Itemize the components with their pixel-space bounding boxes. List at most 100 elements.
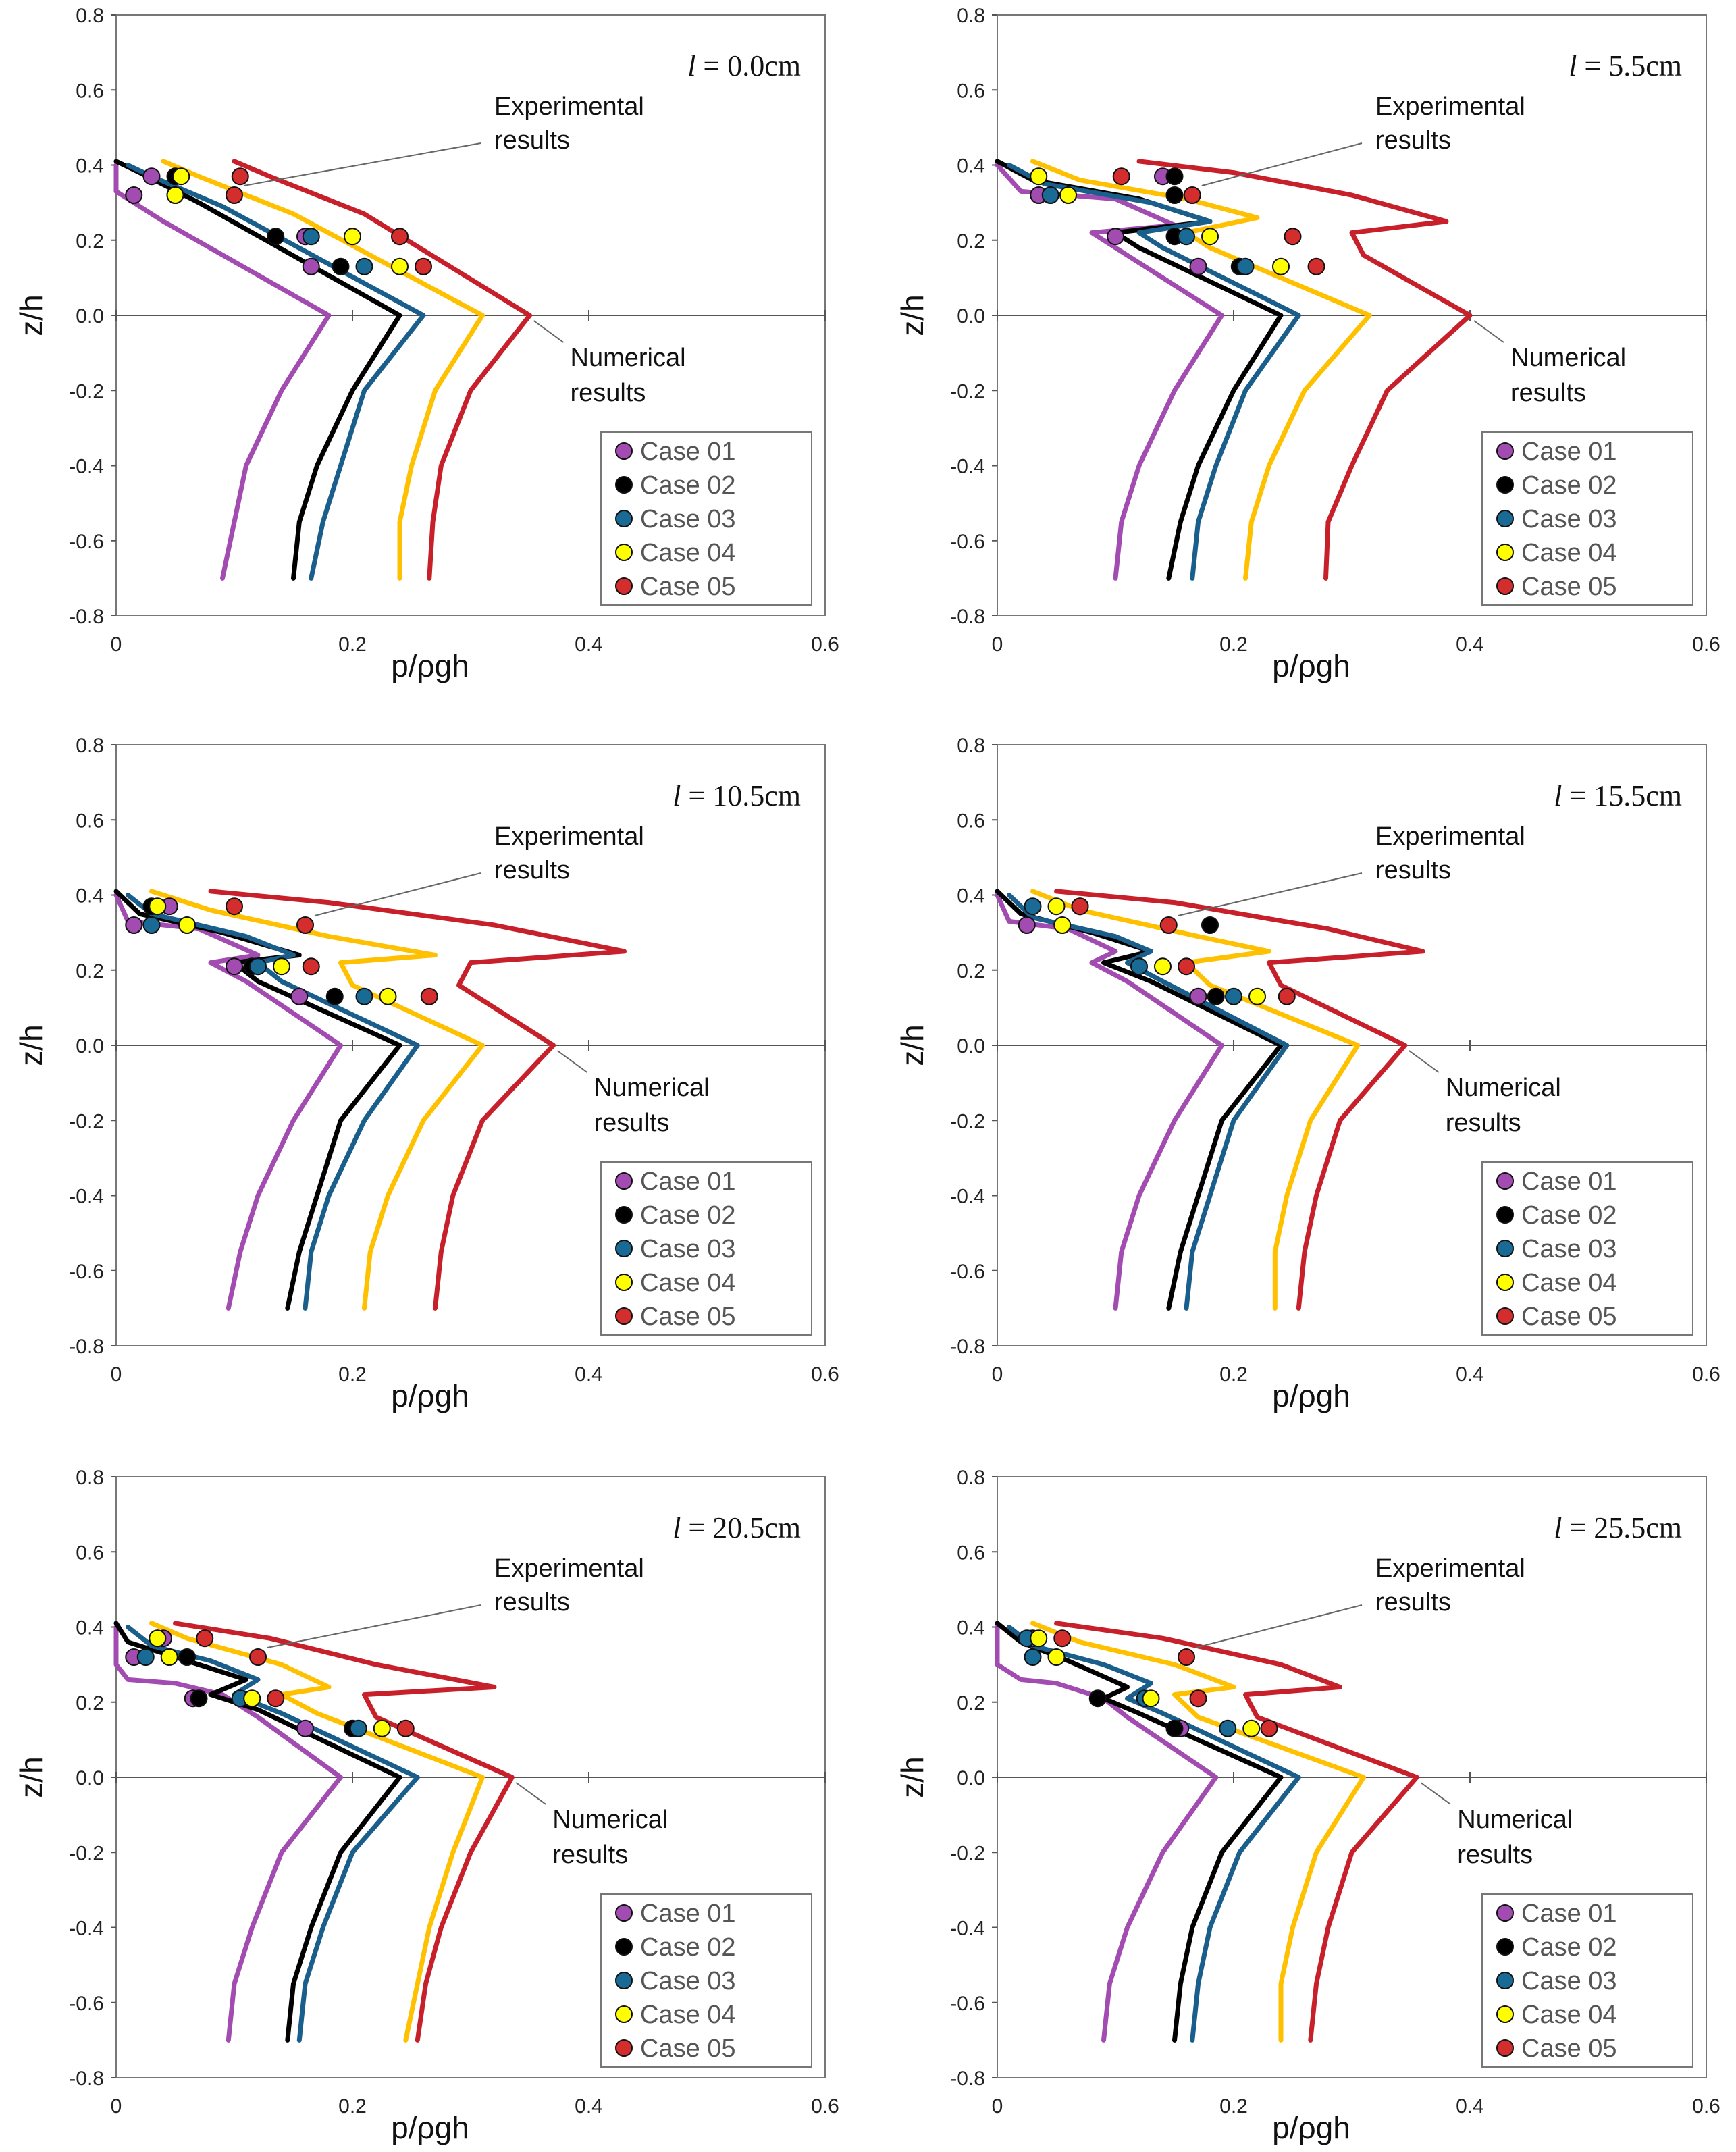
legend-marker-case-04	[1496, 2005, 1514, 2023]
y-tick-label: 0.2	[957, 1692, 985, 1714]
legend-box	[1481, 431, 1693, 606]
legend-marker-case-02	[1496, 476, 1514, 494]
x-tick-label: 0.2	[1219, 633, 1248, 656]
numerical-leader-line	[515, 1782, 546, 1805]
y-tick-label: -0.2	[69, 1110, 104, 1132]
legend-label-case-01: Case 01	[640, 1899, 736, 1928]
y-tick-label: -0.8	[69, 606, 104, 628]
x-tick-label: 0.2	[338, 1363, 367, 1386]
experimental-point-case-05	[396, 1719, 415, 1737]
numerical-line-case-01	[113, 1625, 343, 2043]
experimental-point-case-05	[1053, 1629, 1072, 1648]
numerical-line-case-04	[149, 889, 485, 1311]
x-tick-label: 0.4	[575, 2095, 603, 2118]
x-tick-label: 0.4	[1456, 2095, 1484, 2118]
experimental-point-case-01	[142, 167, 161, 186]
experimental-point-case-05	[267, 1689, 285, 1708]
y-tick-label: -0.4	[69, 1186, 104, 1208]
experimental-point-case-01	[296, 1719, 314, 1737]
y-tick-label: 0.2	[76, 230, 104, 253]
experimental-annotation-line2: results	[1375, 126, 1451, 155]
experimental-point-case-03	[355, 257, 373, 275]
y-tick-label: -0.8	[950, 1336, 985, 1358]
numerical-annotation-line2: results	[1457, 1841, 1533, 1869]
experimental-annotation-line1: Experimental	[1375, 1554, 1525, 1583]
numerical-line-case-05	[1136, 159, 1473, 581]
y-tick-label: -0.6	[69, 1993, 104, 2015]
panel-title-value: = 20.5cm	[681, 1511, 801, 1544]
y-tick-label: -0.2	[69, 380, 104, 402]
y-tick-label: -0.8	[69, 1336, 104, 1358]
legend-marker-case-01	[615, 442, 633, 460]
y-tick-label: 0.2	[76, 960, 104, 982]
numerical-annotation-line1: Numerical	[594, 1074, 710, 1102]
x-tick-label: 0	[992, 633, 1003, 656]
y-axis-label: z/h	[895, 294, 930, 336]
experimental-point-case-04	[379, 987, 397, 1005]
panel-title-value: = 15.5cm	[1562, 779, 1682, 812]
y-tick-label: 0.4	[957, 155, 985, 178]
experimental-point-case-02	[1207, 987, 1225, 1005]
y-tick-label: 0.8	[957, 5, 985, 27]
chart-panel-4: 0 0.2 0.4 0.6 0.8 0.6 0.4 0.2 0.0 -0.2 -0.4 -0.6 -0.…	[895, 735, 1720, 1413]
numerical-line-case-03	[1007, 1625, 1301, 2043]
legend-marker-case-05	[1496, 2039, 1514, 2057]
y-tick-label: 0.0	[957, 305, 985, 327]
legend-marker-case-03	[1496, 510, 1514, 527]
experimental-point-case-03	[302, 228, 320, 246]
experimental-point-case-03	[1236, 257, 1255, 275]
experimental-point-case-05	[1071, 897, 1089, 916]
experimental-point-case-05	[1189, 1689, 1207, 1708]
experimental-point-case-05	[420, 987, 438, 1005]
legend-box	[600, 1161, 812, 1336]
experimental-point-case-05	[249, 1648, 267, 1666]
legend-marker-case-01	[1496, 442, 1514, 460]
experimental-point-case-02	[1088, 1689, 1107, 1708]
y-tick-label: -0.4	[950, 456, 985, 478]
experimental-point-case-03	[355, 987, 373, 1005]
panel-title: l = 20.5cm	[673, 1511, 801, 1544]
y-tick-label: 0.6	[76, 80, 104, 102]
experimental-point-case-01	[1107, 228, 1124, 246]
numerical-line-case-01	[995, 1625, 1219, 2043]
legend-label-case-04: Case 04	[1521, 2001, 1617, 2029]
legend-marker-case-02	[1496, 1206, 1514, 1224]
experimental-point-case-02	[1165, 167, 1184, 186]
y-tick-label: 0.8	[957, 735, 985, 757]
experimental-point-case-04	[149, 897, 167, 916]
experimental-point-case-01	[1189, 987, 1207, 1005]
y-tick-label: 0.6	[76, 810, 104, 832]
experimental-point-case-04	[1142, 1689, 1160, 1708]
experimental-point-case-01	[226, 957, 243, 976]
x-tick-label: 0.6	[811, 633, 839, 656]
legend-label-case-03: Case 03	[1521, 505, 1617, 533]
legend-marker-case-02	[615, 1938, 633, 1956]
experimental-point-case-05	[302, 957, 320, 976]
y-tick-label: 0.4	[957, 885, 985, 908]
x-tick-label: 0	[111, 2095, 122, 2118]
experimental-point-case-04	[172, 167, 190, 186]
experimental-point-case-05	[1112, 167, 1130, 186]
numerical-line-case-05	[1054, 1621, 1419, 2043]
experimental-point-case-02	[178, 1648, 196, 1666]
legend-box	[1481, 1161, 1693, 1336]
legend-label-case-05: Case 05	[640, 1303, 736, 1331]
x-tick-label: 0.6	[1692, 1363, 1720, 1386]
numerical-leader-line	[1409, 1050, 1440, 1073]
y-tick-label: 0.2	[76, 1692, 104, 1714]
experimental-leader-line	[1195, 1604, 1363, 1648]
experimental-point-case-02	[325, 987, 344, 1005]
y-tick-label: -0.6	[69, 531, 104, 553]
y-tick-label: 0.6	[957, 810, 985, 832]
x-tick-label: 0.4	[575, 633, 603, 656]
y-tick-label: 0.2	[957, 960, 985, 982]
legend-marker-case-04	[1496, 1274, 1514, 1291]
x-tick-label: 0.6	[811, 1363, 839, 1386]
panel-title-variable: l	[1554, 1511, 1562, 1544]
experimental-annotation-line1: Experimental	[494, 822, 644, 851]
panel-title: l = 5.5cm	[1569, 49, 1682, 82]
y-tick-label: -0.2	[950, 1842, 985, 1864]
experimental-point-case-03	[1178, 228, 1195, 246]
experimental-point-case-05	[1183, 186, 1201, 204]
legend-label-case-03: Case 03	[1521, 1967, 1617, 1995]
